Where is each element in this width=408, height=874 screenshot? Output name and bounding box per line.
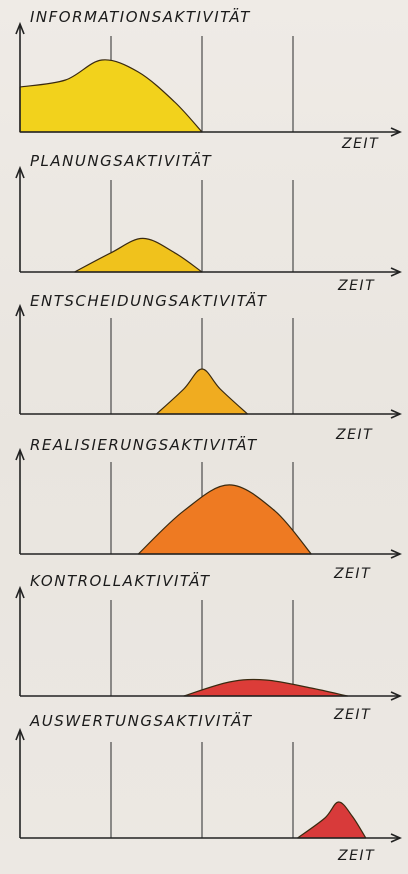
x-axis-label: ZEIT: [334, 566, 372, 582]
activity-area: [74, 237, 203, 273]
panel-auswertungsaktivitaet: AUSWERTUNGSAKTIVITÄT ZEIT: [0, 712, 408, 864]
y-axis-arrow: [15, 727, 25, 741]
panel-planungsaktivitaet: PLANUNGSAKTIVITÄT ZEIT: [0, 152, 408, 302]
y-axis-arrow: [15, 21, 25, 35]
x-axis-arrow: [390, 267, 402, 277]
panel-informationsaktivitaet: INFORMATIONSAKTIVITÄT ZEIT: [0, 8, 408, 158]
area-chart: [15, 585, 402, 701]
x-axis-label: ZEIT: [334, 707, 372, 723]
x-axis-label: ZEIT: [336, 427, 374, 443]
panel-entscheidungsaktivitaet: ENTSCHEIDUNGSAKTIVITÄT ZEIT: [0, 292, 408, 443]
x-axis-arrow: [390, 833, 402, 843]
activity-area: [137, 484, 312, 555]
chart-title: INFORMATIONSAKTIVITÄT: [30, 8, 251, 26]
chart-title: REALISIERUNGSAKTIVITÄT: [30, 436, 258, 454]
activity-area: [296, 801, 367, 839]
activity-area: [183, 678, 349, 697]
chart-title: ENTSCHEIDUNGSAKTIVITÄT: [30, 292, 268, 310]
area-chart: [15, 447, 402, 559]
panel-kontrollaktivitaet: KONTROLLAKTIVITÄT ZEIT: [0, 572, 408, 723]
x-axis-arrow: [390, 409, 402, 419]
activity-area: [19, 59, 203, 133]
y-axis-arrow: [15, 585, 25, 599]
y-axis-arrow: [15, 303, 25, 317]
y-axis-arrow: [15, 447, 25, 461]
activity-area: [155, 368, 249, 415]
area-chart: [15, 727, 402, 843]
x-axis-label: ZEIT: [338, 848, 376, 864]
chart-title: KONTROLLAKTIVITÄT: [30, 572, 211, 590]
x-axis-arrow: [390, 691, 402, 701]
chart-title: AUSWERTUNGSAKTIVITÄT: [30, 712, 253, 730]
area-chart: [15, 303, 402, 419]
y-axis-arrow: [15, 165, 25, 179]
area-chart: [15, 21, 402, 137]
area-chart: [15, 165, 402, 277]
x-axis-arrow: [390, 127, 402, 137]
chart-title: PLANUNGSAKTIVITÄT: [30, 152, 213, 170]
x-axis-label: ZEIT: [342, 136, 380, 152]
panel-realisierungsaktivitaet: REALISIERUNGSAKTIVITÄT ZEIT: [0, 436, 408, 586]
x-axis-label: ZEIT: [338, 278, 376, 294]
x-axis-arrow: [390, 549, 402, 559]
